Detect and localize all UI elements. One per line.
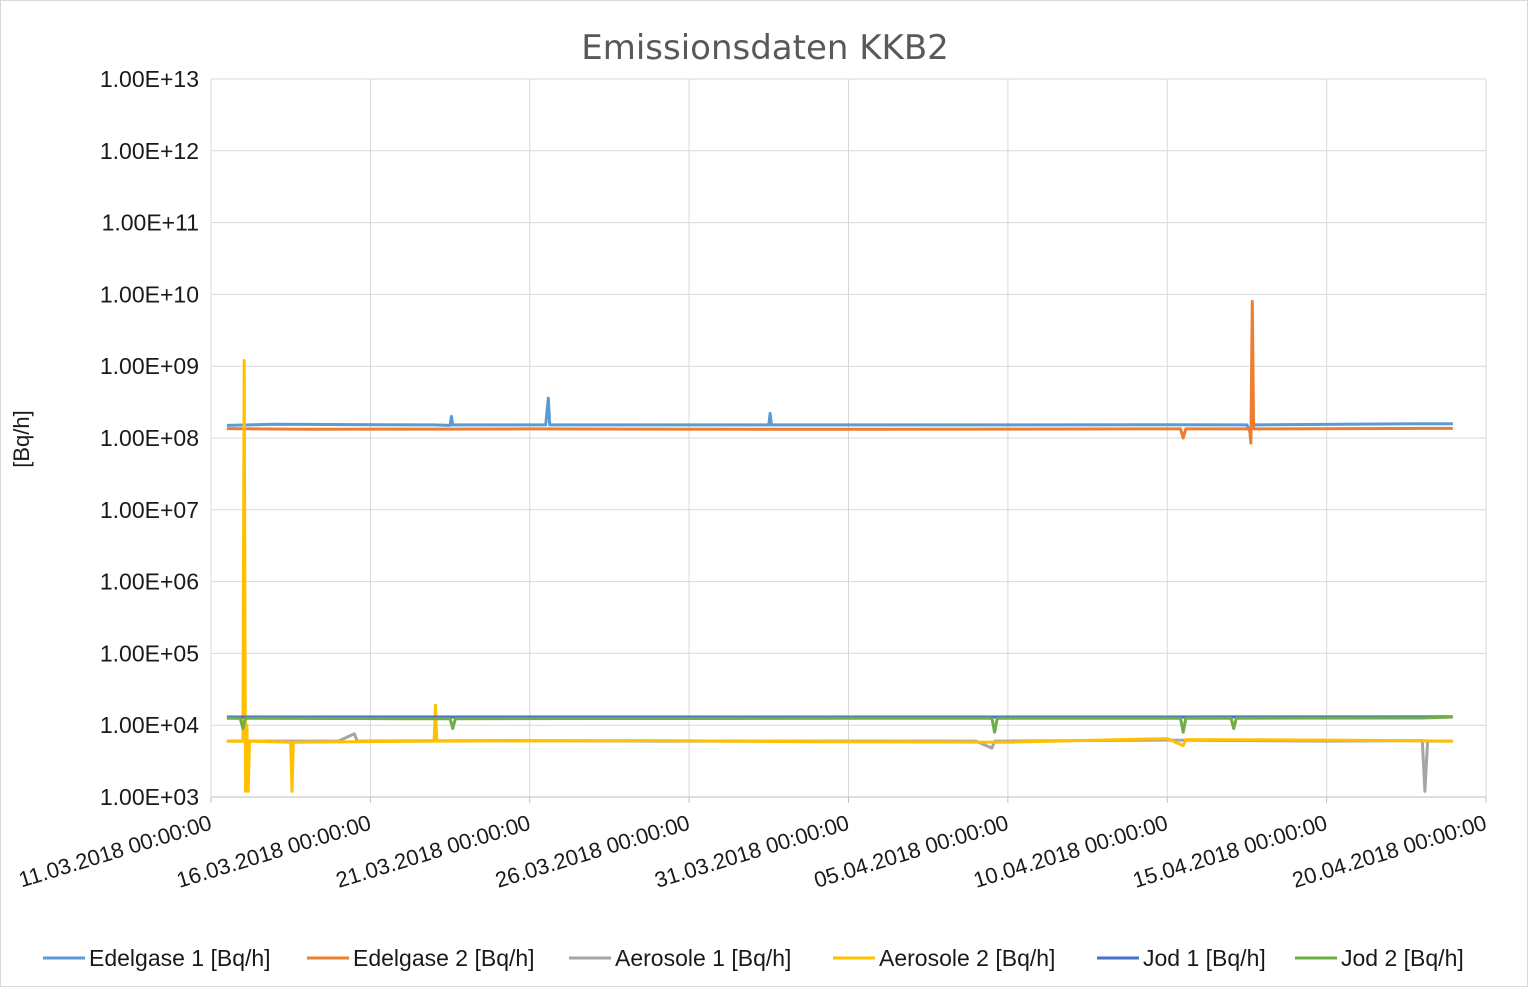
y-tick-label: 1.00E+10: [100, 281, 199, 307]
legend-item: Edelgase 2 [Bq/h]: [307, 945, 535, 971]
y-tick-label: 1.00E+12: [100, 138, 199, 164]
y-tick-label: 1.00E+05: [100, 640, 199, 666]
grid-lines: [211, 79, 1486, 803]
series-line-1: [227, 398, 1453, 431]
y-tick-label: 1.00E+03: [100, 784, 199, 810]
y-tick-label: 1.00E+11: [102, 210, 199, 236]
legend-label: Edelgase 1 [Bq/h]: [89, 945, 271, 971]
legend-item: Jod 1 [Bq/h]: [1097, 945, 1266, 971]
series-lines: [227, 301, 1453, 791]
legend-item: Edelgase 1 [Bq/h]: [43, 945, 271, 971]
series-line-2: [227, 301, 1453, 443]
legend-label: Jod 2 [Bq/h]: [1341, 945, 1464, 971]
legend-item: Jod 2 [Bq/h]: [1295, 945, 1464, 971]
legend-label: Aerosole 1 [Bq/h]: [615, 945, 791, 971]
y-tick-label: 1.00E+13: [100, 66, 199, 92]
chart-title: Emissionsdaten KKB2: [581, 28, 949, 68]
legend-label: Edelgase 2 [Bq/h]: [353, 945, 535, 971]
legend-label: Aerosole 2 [Bq/h]: [879, 945, 1055, 971]
legend-item: Aerosole 2 [Bq/h]: [833, 945, 1055, 971]
y-axis-label: [Bq/h]: [9, 410, 34, 467]
legend-item: Aerosole 1 [Bq/h]: [569, 945, 791, 971]
series-line-6: [227, 717, 1453, 732]
y-tick-label: 1.00E+08: [100, 425, 199, 451]
y-axis-ticks: 1.00E+03 1.00E+04 1.00E+05 1.00E+06 1.00E+07…: [100, 66, 199, 810]
y-tick-label: 1.00E+04: [100, 712, 199, 738]
y-tick-label: 1.00E+07: [100, 497, 199, 523]
y-tick-label: 1.00E+09: [100, 353, 199, 379]
y-tick-label: 1.00E+06: [100, 569, 199, 595]
legend-label: Jod 1 [Bq/h]: [1143, 945, 1266, 971]
legend: Edelgase 1 [Bq/h] Edelgase 2 [Bq/h] Aeroso…: [43, 945, 1464, 971]
